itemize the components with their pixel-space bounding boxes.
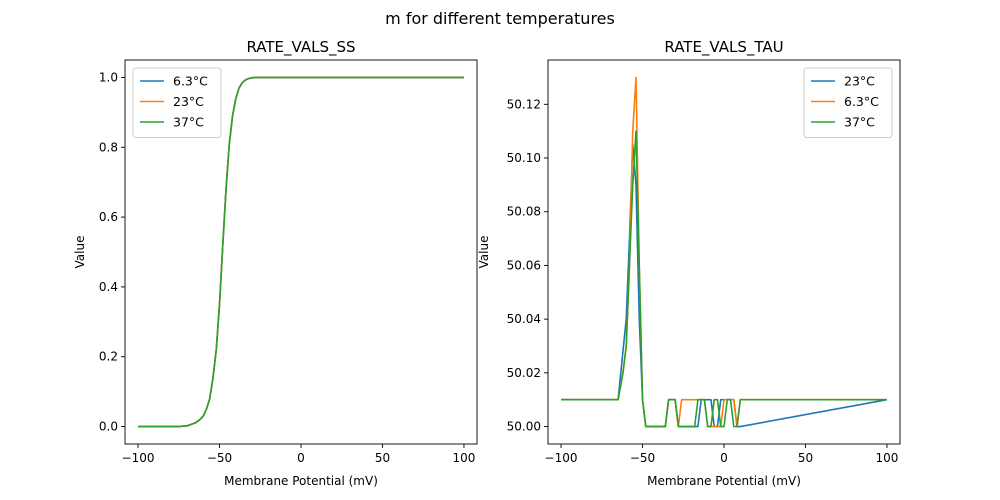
legend-label: 6.3°C — [844, 94, 879, 109]
series-line-3 — [561, 130, 887, 428]
x-axis-label: Membrane Potential (mV) — [647, 474, 801, 488]
x-tick-label: 100 — [453, 451, 476, 465]
y-axis-label: Value — [73, 236, 87, 269]
y-axis-label: Value — [477, 236, 491, 269]
legend: 6.3°C 23°C 37°C — [132, 67, 222, 138]
figure-title: m for different temperatures — [385, 9, 615, 28]
x-tick-label: −50 — [207, 451, 232, 465]
series-line-1 — [561, 143, 888, 428]
x-tick-label: 50 — [798, 451, 813, 465]
legend-label: 37°C — [844, 115, 875, 130]
y-tick-label: 50.12 — [507, 97, 541, 111]
legend-label: 37°C — [173, 115, 204, 130]
y-tick-label: 50.08 — [507, 205, 541, 219]
y-tick-label: 50.10 — [507, 151, 541, 165]
subplot-2: RATE_VALS_TAU −100 −50 0 50 100 50.00 50.02 50.0… — [477, 38, 901, 488]
x-tick-label: 100 — [876, 451, 899, 465]
subplot-title: RATE_VALS_TAU — [664, 38, 783, 57]
x-tick-label: 0 — [720, 451, 728, 465]
subplot-1: RATE_VALS_SS −100 −50 0 50 100 0.0 0.2 0.4 0.6 0.8… — [73, 38, 478, 488]
series-group — [561, 76, 888, 428]
legend-label: 23°C — [173, 94, 204, 109]
legend-box — [132, 67, 222, 138]
y-tick-label: 50.06 — [507, 258, 541, 272]
x-tick-label: 50 — [375, 451, 390, 465]
y-tick-label: 50.02 — [507, 366, 541, 380]
y-tick-label: 0.2 — [99, 350, 118, 364]
legend-box — [803, 67, 893, 138]
series-line-2 — [561, 76, 887, 428]
series-group — [138, 76, 464, 428]
legend-label: 6.3°C — [173, 74, 208, 89]
x-tick-label: −50 — [630, 451, 655, 465]
x-tick-label: −100 — [122, 451, 155, 465]
subplot-title: RATE_VALS_SS — [246, 38, 355, 57]
y-tick-label: 0.8 — [99, 140, 118, 154]
series-line-3 — [138, 76, 464, 428]
y-tick-label: 50.00 — [507, 420, 541, 434]
y-tick-label: 1.0 — [99, 70, 118, 84]
x-axis-label: Membrane Potential (mV) — [224, 474, 378, 488]
legend: 23°C 6.3°C 37°C — [803, 67, 893, 138]
y-tick-label: 0.0 — [99, 420, 118, 434]
y-tick-label: 0.6 — [99, 210, 118, 224]
legend-label: 23°C — [844, 74, 875, 89]
y-tick-label: 50.04 — [507, 312, 541, 326]
y-tick-label: 0.4 — [99, 280, 118, 294]
x-tick-label: 0 — [297, 451, 305, 465]
x-tick-label: −100 — [545, 451, 578, 465]
